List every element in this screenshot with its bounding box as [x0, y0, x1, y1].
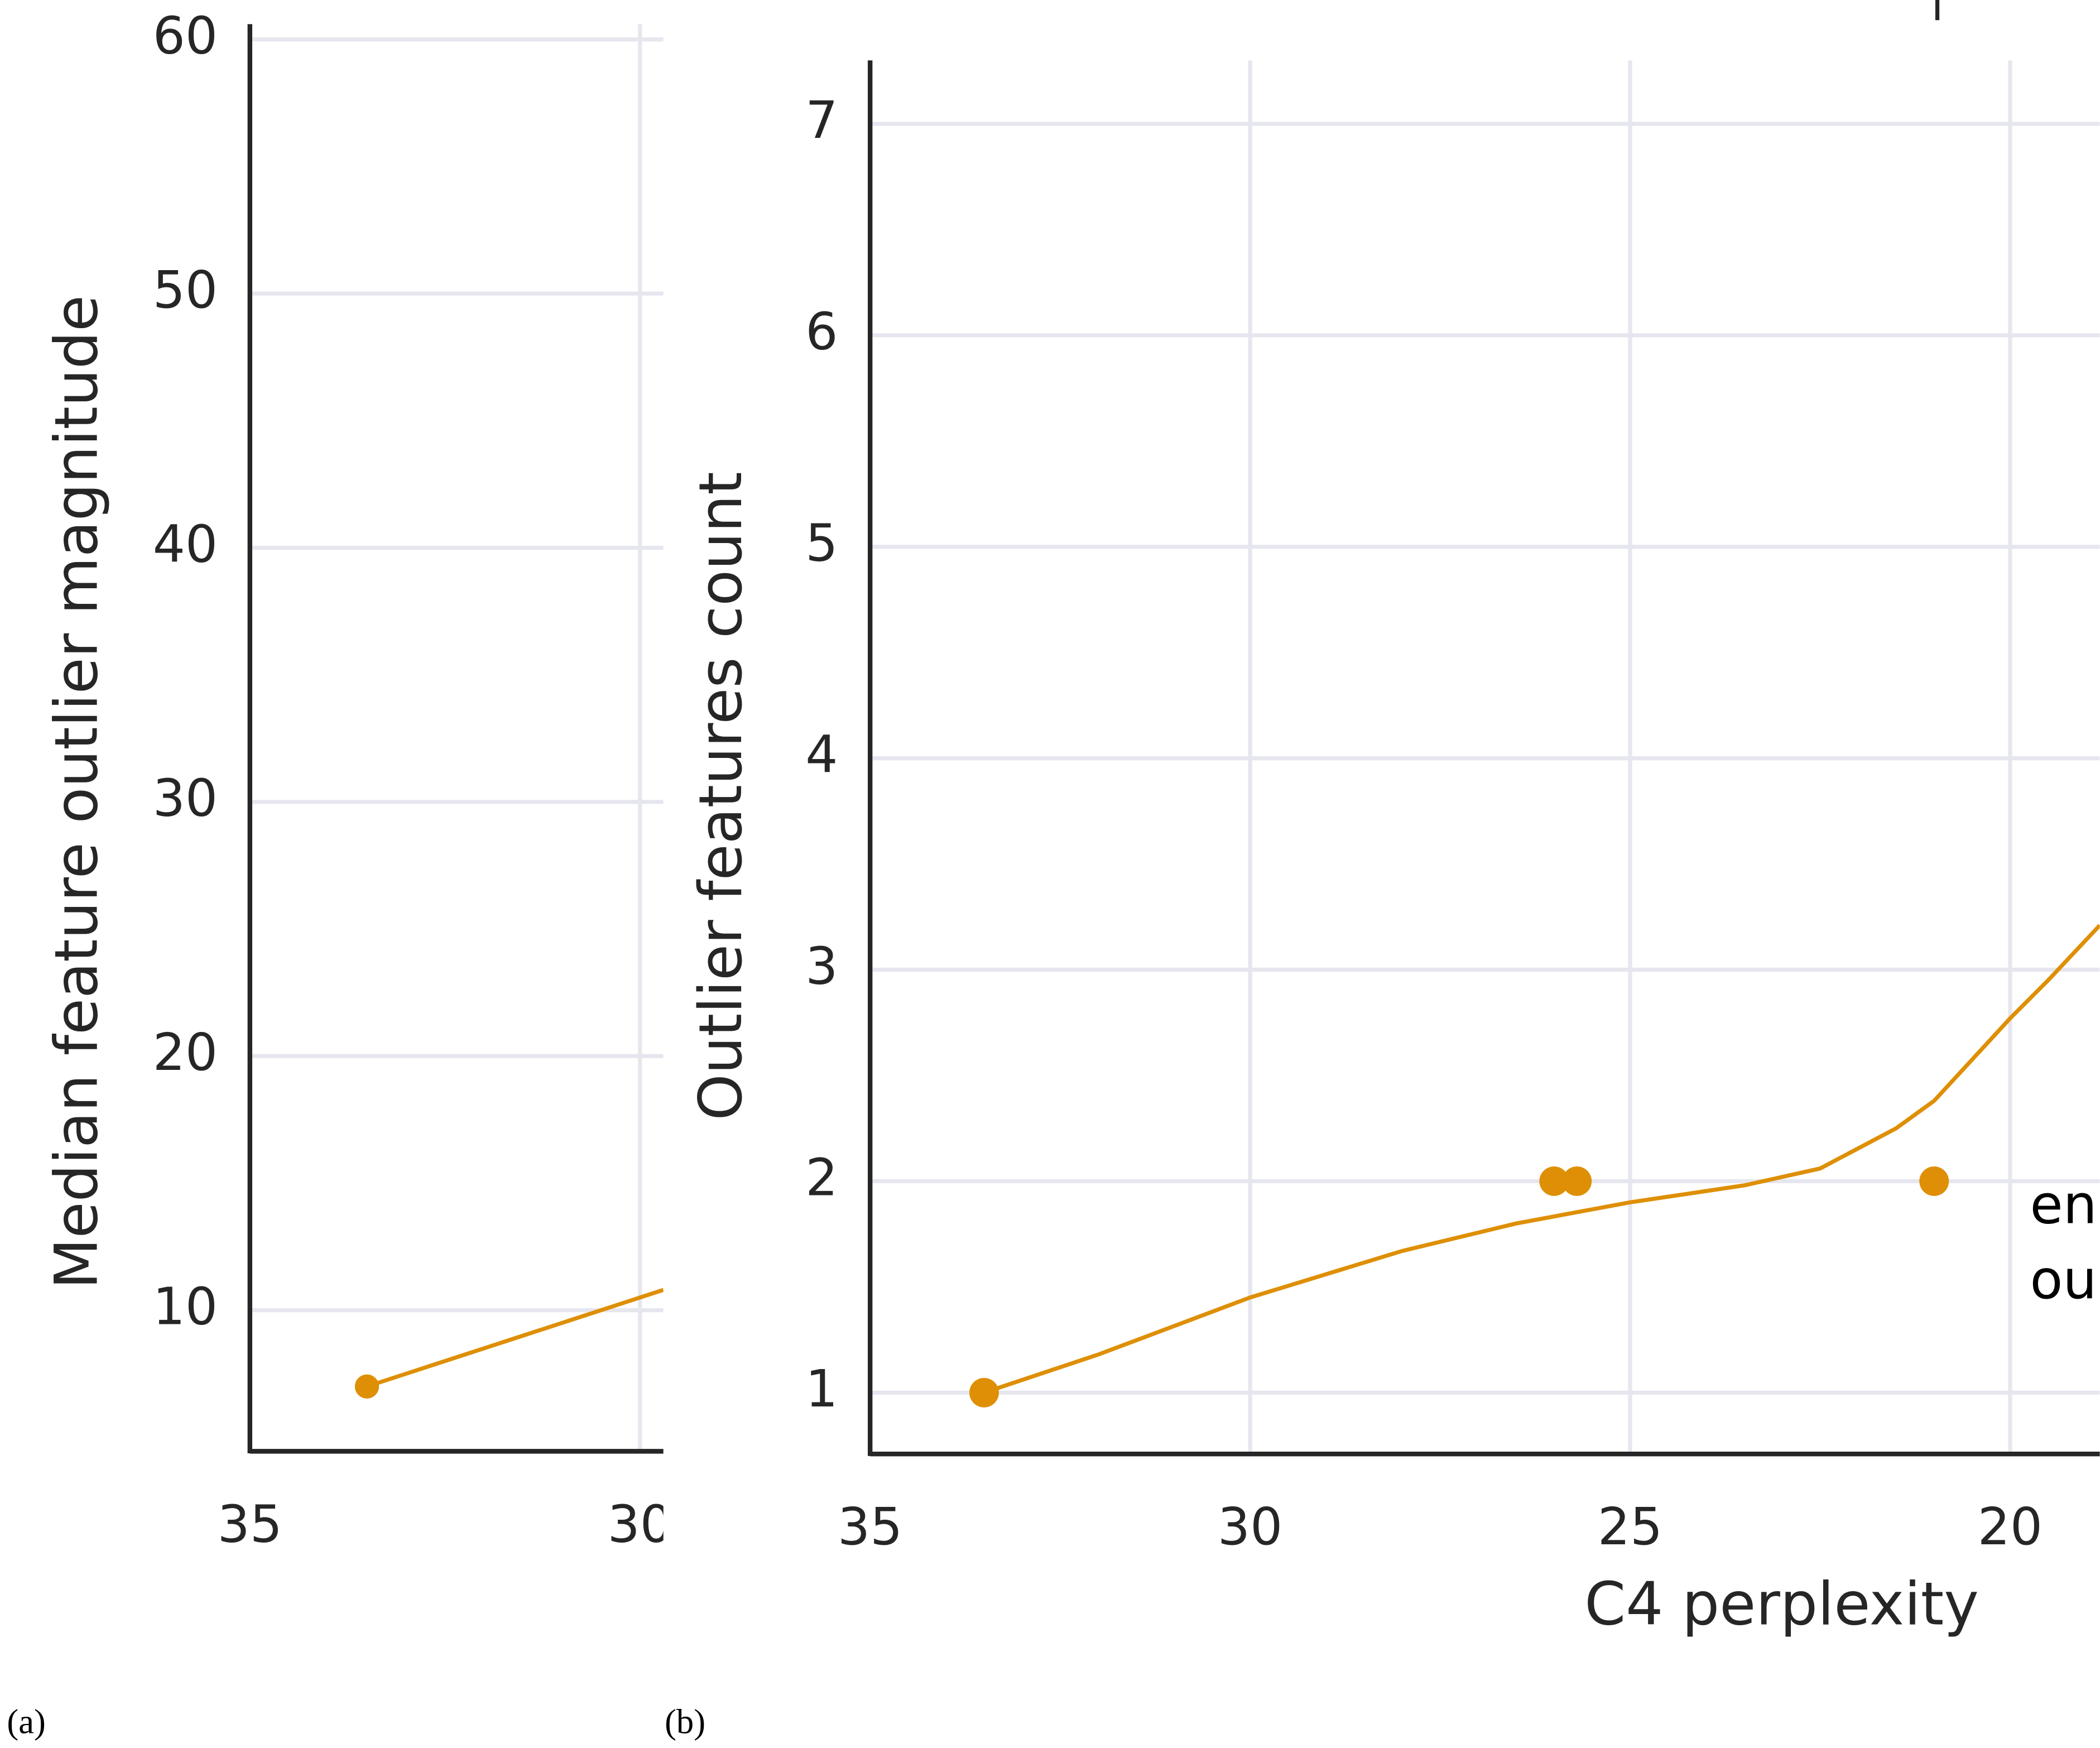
y-tick-label: 5 — [805, 513, 838, 573]
x-tick-label: 20 — [1978, 1497, 2043, 1557]
y-tick-label: 40 — [153, 514, 218, 574]
point — [969, 1377, 999, 1408]
x-tick-label: 30 — [1218, 1497, 1282, 1557]
y-tick-label: 60 — [153, 6, 218, 66]
y-axis-label: Outlier features count — [686, 472, 755, 1120]
x-axis-label: C4 perplexity — [1584, 1570, 1979, 1639]
fit-line — [366, 1288, 664, 1389]
point — [1562, 1166, 1592, 1196]
y-tick-label: 30 — [153, 769, 218, 828]
plot-area — [870, 60, 2100, 1454]
x-tick-label: 35 — [838, 1497, 902, 1557]
y-axis-label: Median feature outlier magnitude — [42, 295, 111, 1289]
plot-area — [249, 24, 664, 1452]
x-ticks: 35 30 25 20 — [838, 1497, 2043, 1557]
x-tick-label: 35 — [218, 1494, 282, 1554]
point — [1539, 1166, 1569, 1196]
x-tick-label: 25 — [1598, 1497, 1662, 1557]
fit-line — [983, 924, 2100, 1395]
y-tick-label: 10 — [153, 1277, 218, 1337]
point — [1919, 1166, 1949, 1196]
y-tick-label: 20 — [153, 1022, 218, 1082]
panel-label: (a) — [7, 1702, 45, 1741]
point — [354, 1374, 379, 1399]
y-tick-label: 6 — [805, 302, 838, 362]
annotation: ou — [2030, 1248, 2097, 1311]
panel-label: (b) — [665, 1702, 705, 1741]
x-ticks: 35 30 — [218, 1494, 672, 1554]
y-tick-label: 3 — [805, 936, 838, 996]
x-tick-label: 30 — [608, 1494, 672, 1554]
y-tick-label: 4 — [805, 725, 838, 785]
y-tick-label: 50 — [153, 260, 218, 320]
y-tick-label: 2 — [805, 1147, 838, 1207]
y-tick-label: 7 — [805, 90, 838, 150]
y-tick-label: 1 — [805, 1359, 838, 1419]
annotation: en — [2030, 1173, 2097, 1236]
